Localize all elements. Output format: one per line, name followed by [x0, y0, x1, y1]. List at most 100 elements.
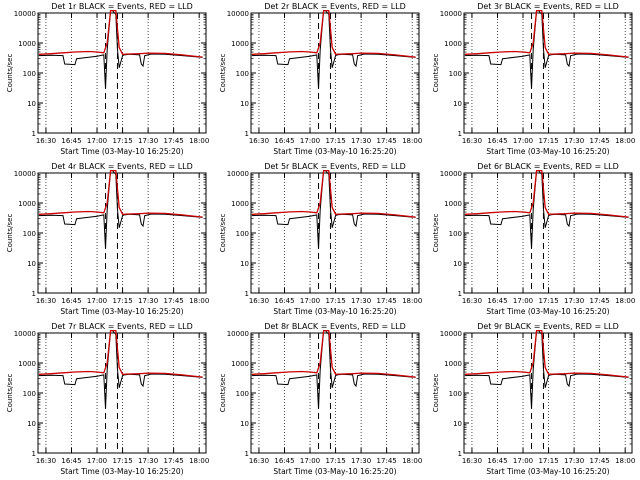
detector-chart: Det 1r BLACK = Events, RED = LLD 1 10 100 10…: [6, 2, 209, 156]
series-line-red: [39, 169, 203, 218]
y-tick-label: 10: [27, 100, 36, 108]
x-tick-label: 16:45: [274, 297, 294, 305]
y-tick-label: 10000: [14, 10, 36, 18]
plot-frame: [250, 332, 420, 454]
series-line-black: [252, 10, 416, 89]
plot-frame: [250, 12, 420, 134]
y-tick-label: 100: [236, 70, 249, 78]
plot-frame: [463, 12, 633, 134]
y-tick-label: 1: [32, 450, 36, 458]
x-tick-label: 17:45: [164, 297, 184, 305]
x-tick-label: 17:45: [164, 137, 184, 145]
y-tick-label: 1: [32, 130, 36, 138]
x-tick-label: 17:15: [112, 137, 132, 145]
x-tick-label: 17:45: [377, 457, 397, 465]
y-axis-label: Counts/sec: [219, 54, 227, 93]
x-tick-label: 17:00: [300, 137, 320, 145]
x-tick-label: 17:15: [325, 137, 345, 145]
x-tick-label: 17:30: [564, 297, 584, 305]
x-axis-label: Start Time (03-May-10 16:25:20): [273, 467, 396, 476]
y-tick-label: 10: [27, 420, 36, 428]
y-tick-label: 1: [458, 450, 462, 458]
x-tick-label: 17:30: [138, 137, 158, 145]
y-tick-label: 100: [449, 70, 462, 78]
y-tick-label: 1: [32, 290, 36, 298]
x-axis-label: Start Time (03-May-10 16:25:20): [486, 307, 609, 316]
x-tick-label: 17:30: [138, 457, 158, 465]
y-tick-label: 10000: [227, 330, 249, 338]
y-tick-label: 1000: [444, 200, 462, 208]
x-tick-label: 18:00: [615, 137, 635, 145]
y-tick-label: 100: [23, 230, 36, 238]
x-tick-label: 17:15: [538, 297, 558, 305]
y-tick-label: 1000: [18, 40, 36, 48]
y-tick-label: 1000: [18, 200, 36, 208]
y-tick-label: 1000: [18, 360, 36, 368]
y-axis-label: Counts/sec: [6, 54, 14, 93]
y-tick-label: 10000: [440, 10, 462, 18]
x-tick-label: 17:00: [87, 137, 107, 145]
plot-frame: [37, 12, 207, 134]
y-tick-label: 10000: [227, 170, 249, 178]
x-tick-label: 17:00: [513, 457, 533, 465]
x-tick-label: 17:15: [538, 457, 558, 465]
x-axis-label: Start Time (03-May-10 16:25:20): [60, 147, 183, 156]
chart-title: Det 8r BLACK = Events, RED = LLD: [264, 322, 406, 331]
x-tick-label: 16:30: [36, 137, 56, 145]
detector-chart: Det 4r BLACK = Events, RED = LLD 1 10 100 10…: [6, 162, 209, 316]
x-tick-label: 16:45: [274, 137, 294, 145]
series-line-black: [465, 170, 629, 249]
y-tick-label: 10: [240, 260, 249, 268]
y-tick-label: 1: [245, 450, 249, 458]
y-axis-label: Counts/sec: [219, 374, 227, 413]
detector-chart: Det 8r BLACK = Events, RED = LLD 1 10 100 10…: [219, 322, 422, 476]
x-tick-label: 17:00: [300, 457, 320, 465]
chart-title: Det 5r BLACK = Events, RED = LLD: [264, 162, 406, 171]
y-tick-label: 100: [236, 230, 249, 238]
plot-frame: [463, 332, 633, 454]
x-tick-label: 17:45: [590, 457, 610, 465]
series-line-red: [465, 9, 629, 58]
x-tick-label: 17:00: [87, 457, 107, 465]
x-tick-label: 16:45: [61, 297, 81, 305]
series-line-red: [39, 9, 203, 58]
y-tick-label: 1000: [231, 200, 249, 208]
x-tick-label: 16:45: [274, 457, 294, 465]
x-tick-label: 17:30: [564, 457, 584, 465]
plot-frame: [250, 172, 420, 294]
detector-chart: Det 3r BLACK = Events, RED = LLD 1 10 100 10…: [432, 2, 635, 156]
x-tick-label: 16:45: [61, 137, 81, 145]
x-tick-label: 16:45: [487, 137, 507, 145]
series-line-black: [465, 330, 629, 409]
x-tick-label: 17:15: [112, 297, 132, 305]
y-tick-label: 10: [453, 420, 462, 428]
y-tick-label: 10000: [14, 170, 36, 178]
x-tick-label: 16:30: [249, 137, 269, 145]
series-line-black: [252, 170, 416, 249]
y-tick-label: 10000: [227, 10, 249, 18]
x-tick-label: 17:45: [164, 457, 184, 465]
series-line-black: [252, 330, 416, 409]
x-tick-label: 17:00: [300, 297, 320, 305]
x-axis-label: Start Time (03-May-10 16:25:20): [60, 467, 183, 476]
x-tick-label: 16:30: [36, 457, 56, 465]
y-tick-label: 1000: [444, 360, 462, 368]
detector-chart: Det 6r BLACK = Events, RED = LLD 1 10 100 10…: [432, 162, 635, 316]
y-tick-label: 1: [245, 290, 249, 298]
x-tick-label: 17:45: [590, 297, 610, 305]
y-axis-label: Counts/sec: [6, 214, 14, 253]
x-tick-label: 17:30: [564, 137, 584, 145]
series-line-red: [465, 169, 629, 218]
x-tick-label: 17:00: [87, 297, 107, 305]
y-axis-label: Counts/sec: [432, 374, 440, 413]
x-tick-label: 17:00: [513, 137, 533, 145]
chart-title: Det 7r BLACK = Events, RED = LLD: [51, 322, 193, 331]
y-tick-label: 1000: [444, 40, 462, 48]
detector-chart: Det 2r BLACK = Events, RED = LLD 1 10 100 10…: [219, 2, 422, 156]
x-axis-label: Start Time (03-May-10 16:25:20): [273, 307, 396, 316]
y-tick-label: 1: [458, 130, 462, 138]
x-tick-label: 17:15: [325, 297, 345, 305]
x-tick-label: 18:00: [189, 297, 209, 305]
chart-title: Det 6r BLACK = Events, RED = LLD: [477, 162, 619, 171]
